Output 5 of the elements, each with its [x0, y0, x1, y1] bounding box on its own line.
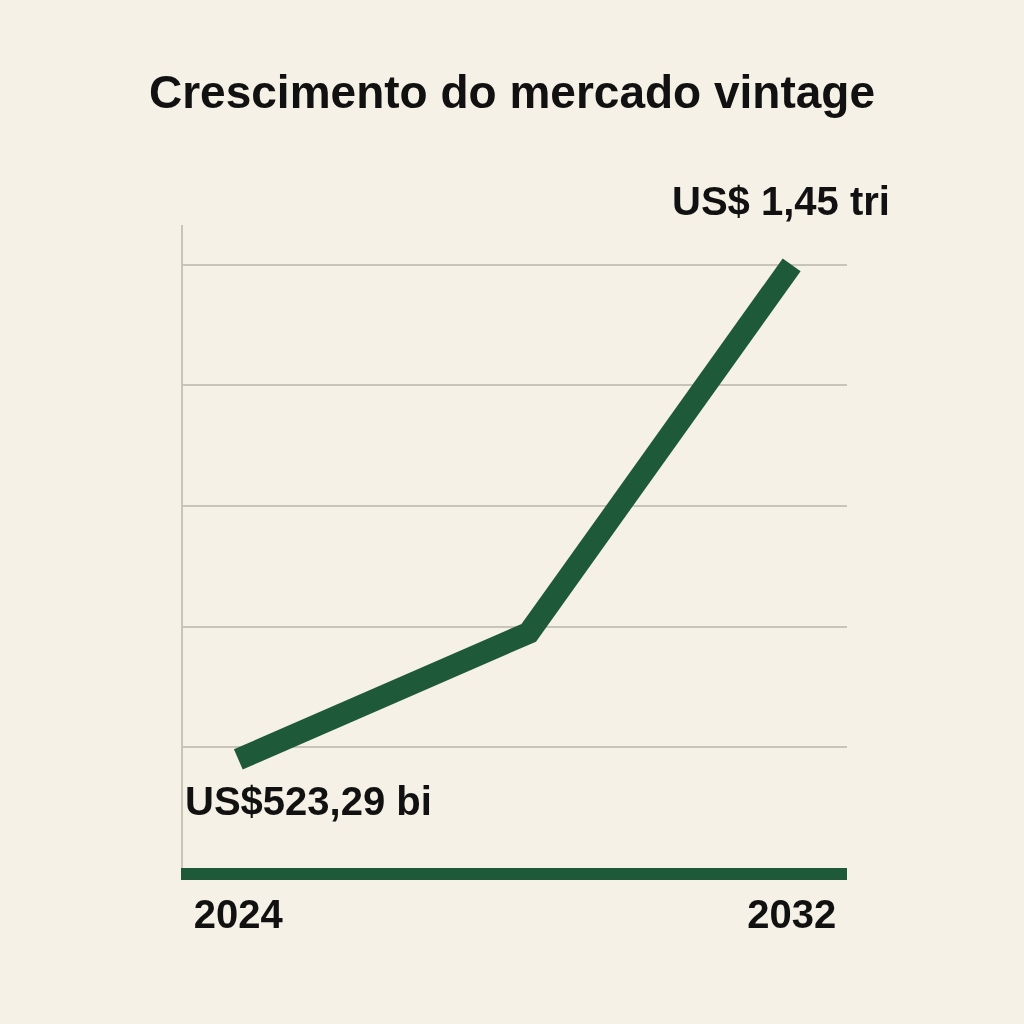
x-tick-label: 2032	[747, 892, 837, 936]
annotation: US$ 1,45 tri	[672, 179, 890, 223]
annotation: US$523,29 bi	[185, 779, 432, 823]
chart-title: Crescimento do mercado vintage	[149, 66, 875, 119]
x-tick-label: 2024	[193, 892, 284, 936]
